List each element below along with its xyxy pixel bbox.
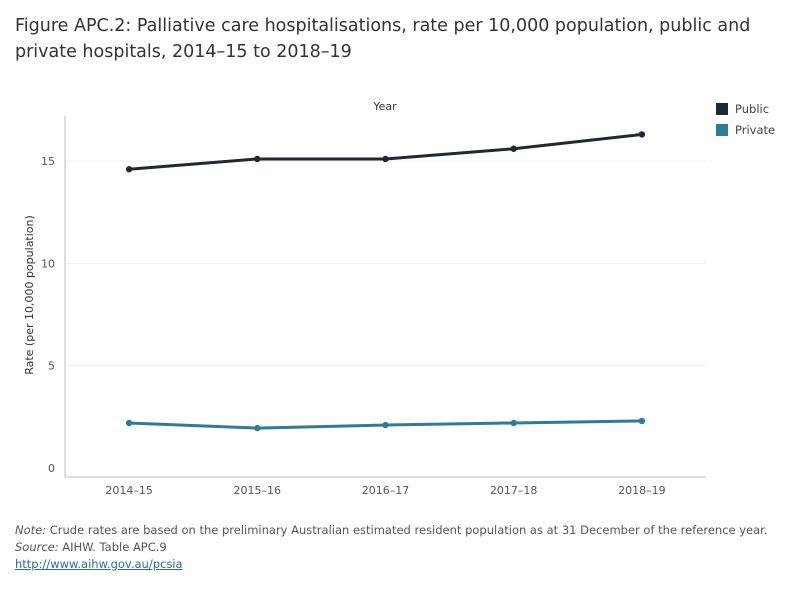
y-tick-label: 0	[48, 462, 55, 475]
y-axis-title: Rate (per 10,000 population)	[23, 215, 36, 375]
legend-label-public: Public	[735, 101, 770, 116]
x-axis-title: Year	[372, 100, 397, 113]
link-line: http://www.aihw.gov.au/pcsia	[15, 556, 768, 573]
legend-swatch-private	[716, 123, 728, 136]
legend-label-private: Private	[735, 122, 776, 137]
data-point-private[interactable]	[382, 421, 389, 429]
y-tick-label: 10	[41, 257, 55, 270]
x-tick-label: 2015–16	[234, 484, 282, 497]
chart-title: Figure APC.2: Palliative care hospitalis…	[15, 16, 751, 62]
gridlines	[65, 160, 706, 367]
axis-ticks: 0 5 10 15 2014–15 2015–16 2016–17 2017–18 2018–1…	[41, 155, 666, 497]
x-tick-label: 2014–15	[105, 484, 153, 497]
y-tick-label: 5	[48, 360, 55, 373]
source-line: Source: AIHW. Table APC.9	[15, 539, 768, 556]
legend-item-public[interactable]: Public	[716, 98, 775, 119]
x-tick-label: 2016–17	[362, 484, 410, 497]
note-line: Note: Crude rates are based on the preli…	[15, 522, 768, 539]
data-point-public[interactable]	[638, 131, 646, 138]
data-point-private[interactable]	[125, 419, 133, 427]
data-point-public[interactable]	[382, 155, 389, 163]
data-point-public[interactable]	[510, 145, 517, 152]
x-tick-label: 2017–18	[490, 484, 538, 497]
note-label: Note:	[15, 523, 47, 537]
data-point-private[interactable]	[254, 424, 261, 432]
legend-swatch-public	[716, 102, 728, 115]
source-link[interactable]: http://www.aihw.gov.au/pcsia	[15, 557, 183, 571]
series-layer	[125, 131, 646, 432]
data-point-private[interactable]	[638, 417, 646, 425]
data-point-private[interactable]	[510, 419, 517, 427]
data-point-public[interactable]	[254, 155, 261, 163]
legend: Public Private	[716, 98, 775, 140]
source-label: Source:	[15, 540, 59, 554]
series-line-public	[128, 132, 643, 171]
note-text: Crude rates are based on the preliminary…	[46, 523, 768, 537]
data-point-public[interactable]	[125, 166, 133, 173]
legend-item-private[interactable]: Private	[716, 119, 775, 140]
x-tick-label: 2018–19	[618, 484, 666, 497]
chart-footer: Note: Crude rates are based on the preli…	[15, 522, 768, 573]
source-text: AIHW. Table APC.9	[58, 540, 167, 554]
y-tick-label: 15	[41, 155, 55, 168]
